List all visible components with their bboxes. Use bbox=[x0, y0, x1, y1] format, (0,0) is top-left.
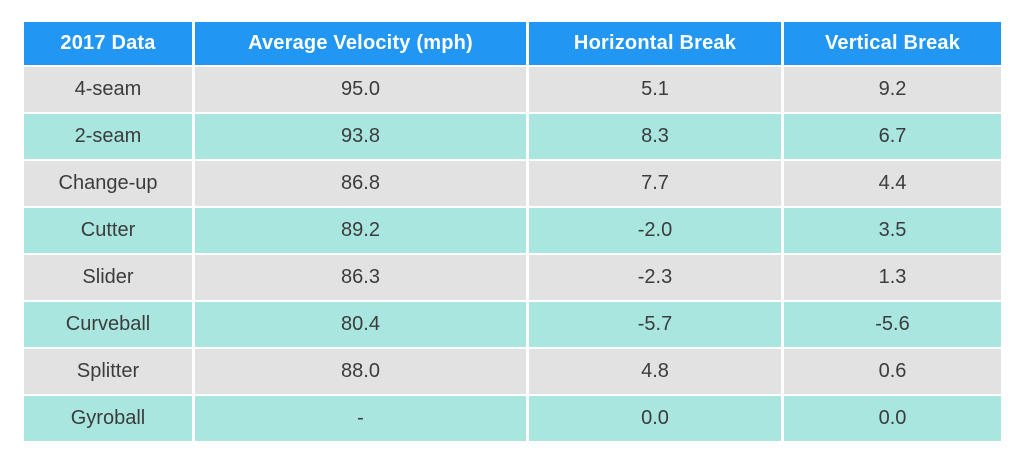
horizontal-break-cell: 8.3 bbox=[529, 114, 781, 159]
velocity-cell: 93.8 bbox=[195, 114, 526, 159]
vertical-break-cell: 6.7 bbox=[784, 114, 1001, 159]
velocity-cell: 89.2 bbox=[195, 208, 526, 253]
pitch-table: 2017 Data Average Velocity (mph) Horizon… bbox=[24, 22, 1001, 441]
pitch-type-cell: Slider bbox=[24, 255, 192, 300]
column-header-2017-data: 2017 Data bbox=[24, 22, 192, 65]
velocity-cell: 86.3 bbox=[195, 255, 526, 300]
pitch-type-cell: Splitter bbox=[24, 349, 192, 394]
horizontal-break-cell: 5.1 bbox=[529, 67, 781, 112]
velocity-cell: 80.4 bbox=[195, 302, 526, 347]
horizontal-break-cell: -2.0 bbox=[529, 208, 781, 253]
pitch-type-cell: Change-up bbox=[24, 161, 192, 206]
velocity-cell: 88.0 bbox=[195, 349, 526, 394]
column-header-average-velocity: Average Velocity (mph) bbox=[195, 22, 526, 65]
vertical-break-cell: 4.4 bbox=[784, 161, 1001, 206]
velocity-cell: 95.0 bbox=[195, 67, 526, 112]
horizontal-break-cell: -2.3 bbox=[529, 255, 781, 300]
horizontal-break-cell: 0.0 bbox=[529, 396, 781, 441]
velocity-cell: 86.8 bbox=[195, 161, 526, 206]
vertical-break-cell: -5.6 bbox=[784, 302, 1001, 347]
pitch-type-cell: 4-seam bbox=[24, 67, 192, 112]
vertical-break-cell: 0.6 bbox=[784, 349, 1001, 394]
vertical-break-cell: 9.2 bbox=[784, 67, 1001, 112]
velocity-cell: - bbox=[195, 396, 526, 441]
column-header-vertical-break: Vertical Break bbox=[784, 22, 1001, 65]
pitch-type-cell: Gyroball bbox=[24, 396, 192, 441]
vertical-break-cell: 3.5 bbox=[784, 208, 1001, 253]
horizontal-break-cell: 7.7 bbox=[529, 161, 781, 206]
vertical-break-cell: 0.0 bbox=[784, 396, 1001, 441]
horizontal-break-cell: -5.7 bbox=[529, 302, 781, 347]
horizontal-break-cell: 4.8 bbox=[529, 349, 781, 394]
column-header-horizontal-break: Horizontal Break bbox=[529, 22, 781, 65]
pitch-type-cell: 2-seam bbox=[24, 114, 192, 159]
pitch-type-cell: Cutter bbox=[24, 208, 192, 253]
vertical-break-cell: 1.3 bbox=[784, 255, 1001, 300]
pitch-type-cell: Curveball bbox=[24, 302, 192, 347]
